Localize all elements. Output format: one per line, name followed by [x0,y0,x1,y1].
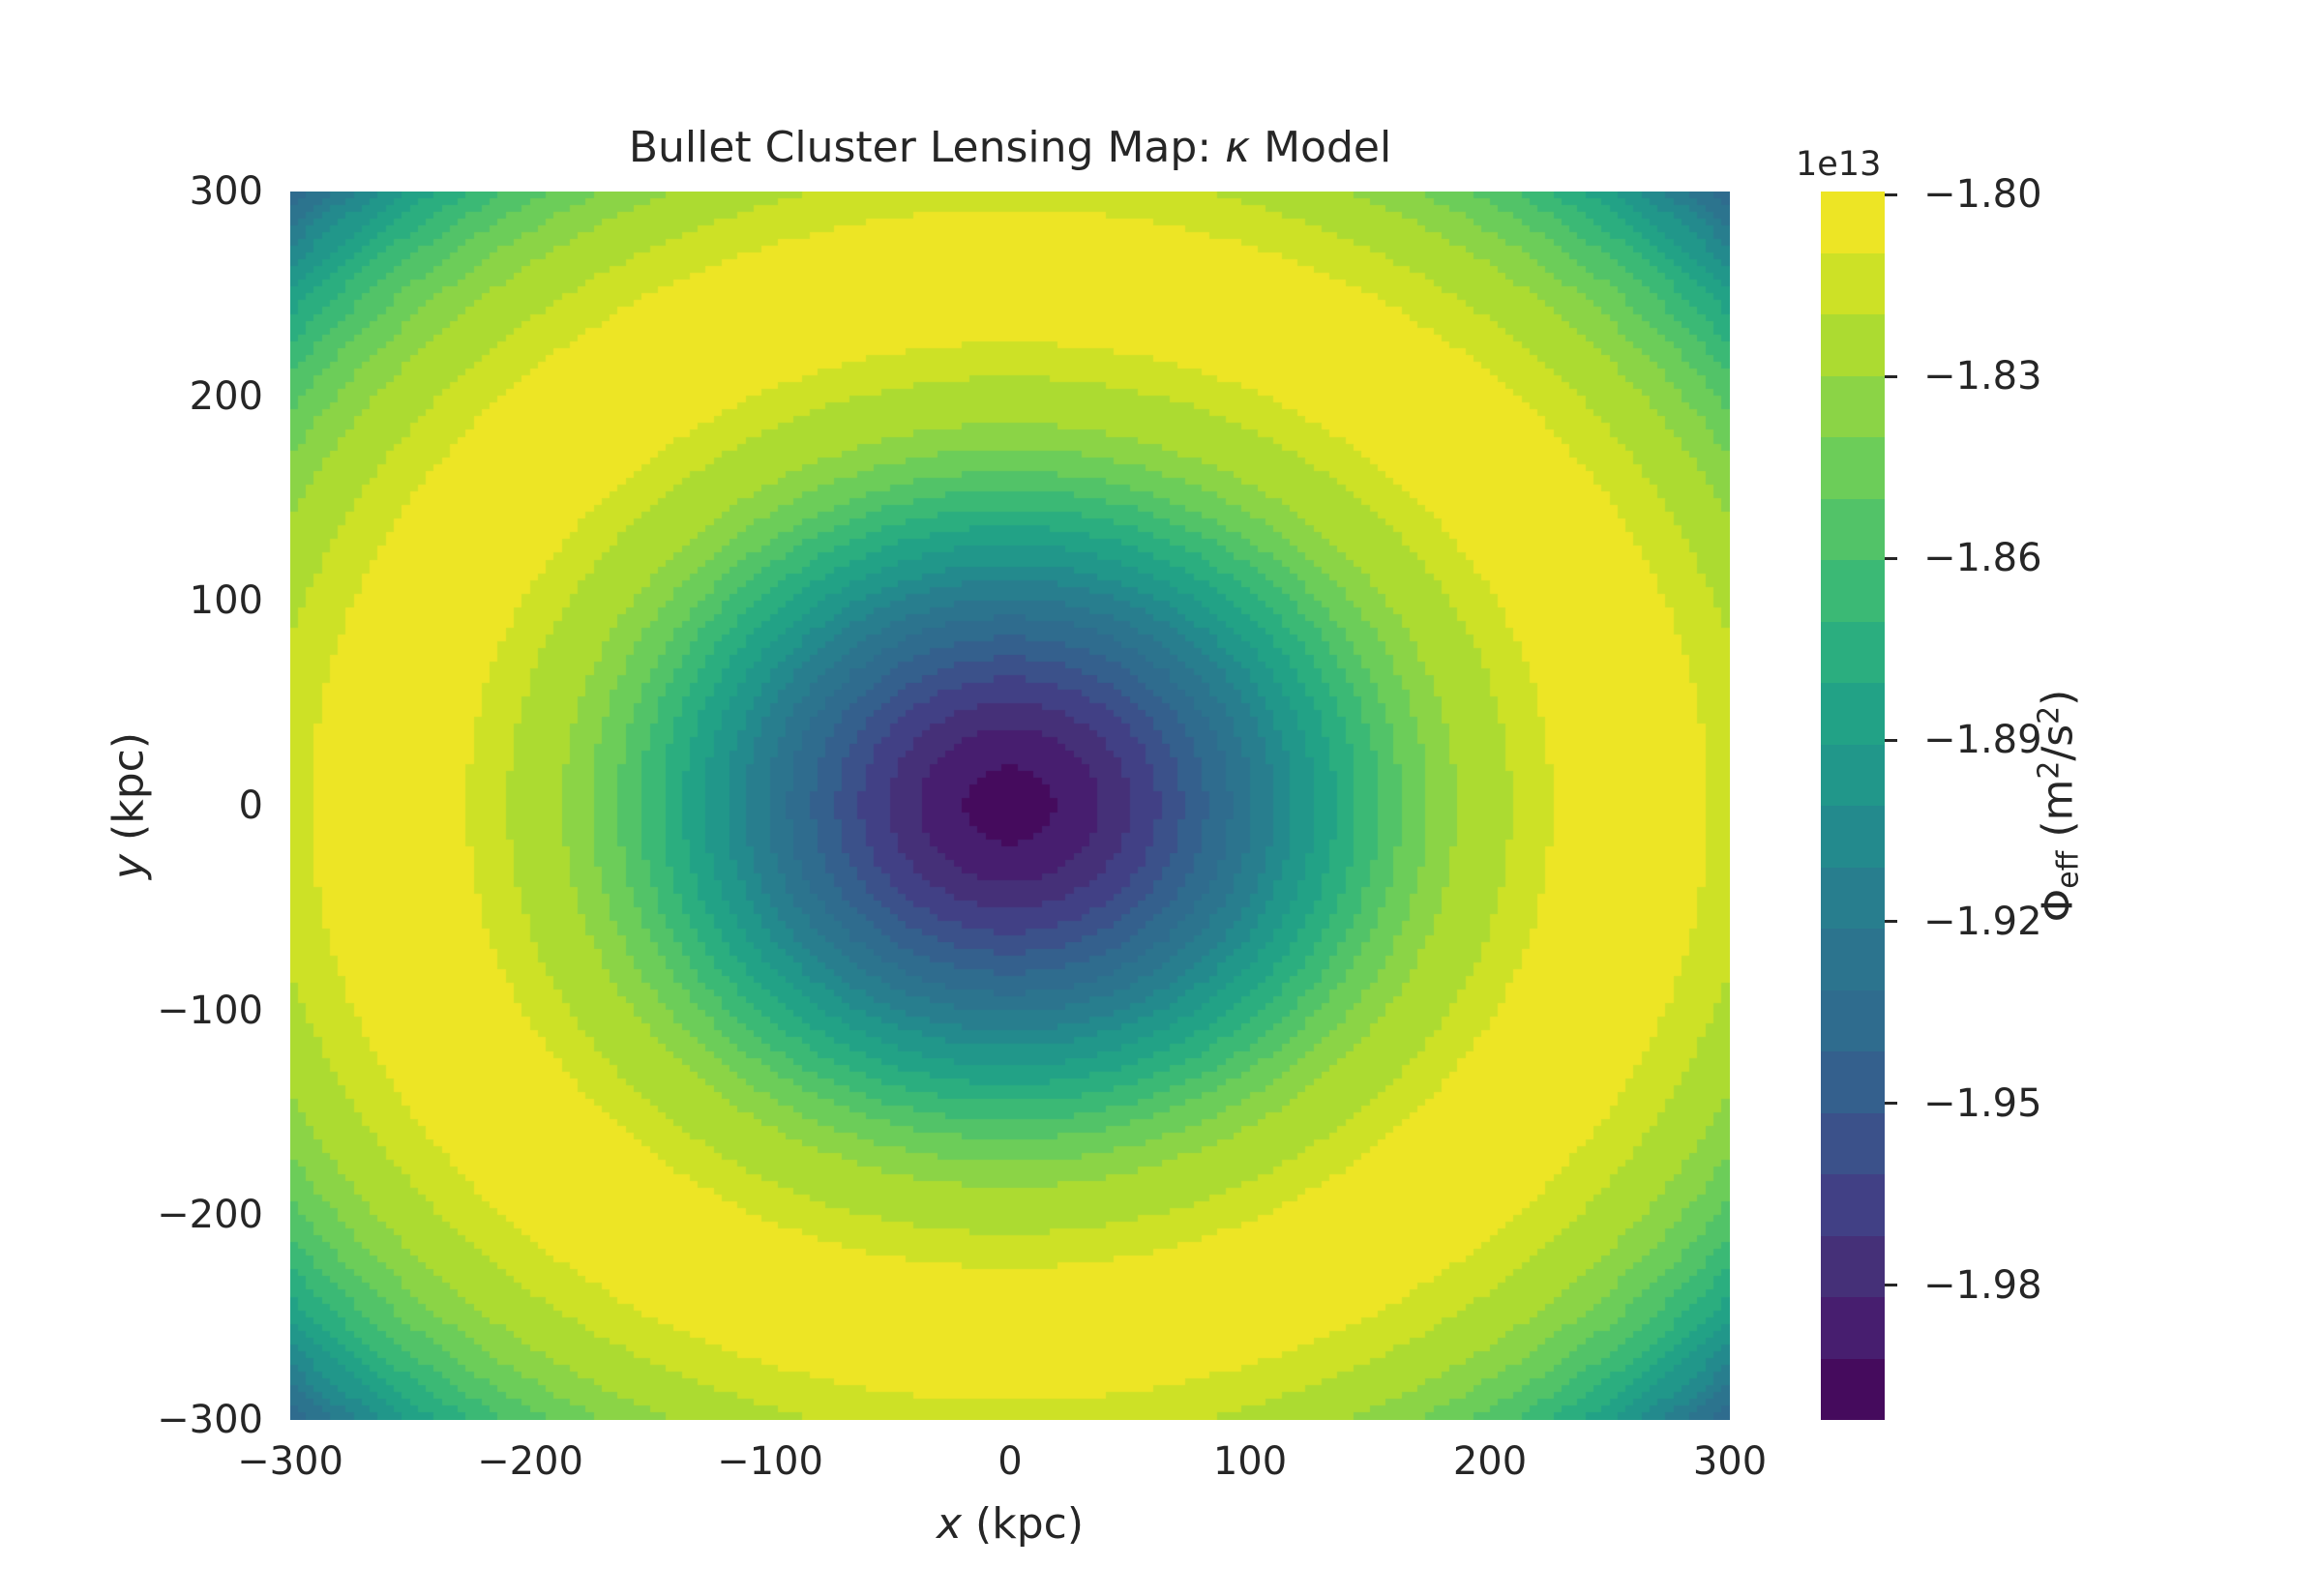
colorbar-segment [1821,560,1885,622]
colorbar-segment [1821,806,1885,868]
y-tick-label: −300 [157,1398,263,1442]
colorbar-segment [1821,929,1885,990]
text-part: 2 [2032,760,2067,780]
x-tick-label: −300 [237,1439,343,1484]
colorbar-label: Φeff (m2/s2) [2032,690,2085,923]
colorbar-segment [1821,683,1885,745]
x-tick-label: −200 [477,1439,583,1484]
colorbar-segment [1821,1297,1885,1359]
colorbar-segment [1821,375,1885,437]
y-axis-label: y (kpc) [104,732,154,879]
x-tick-label: 100 [1212,1439,1288,1484]
colorbar-tick-mark [1885,374,1897,378]
text-part: (m [2033,779,2083,851]
colorbar-tick-label: −1.95 [1923,1080,2042,1126]
colorbar-tick-mark [1885,738,1897,742]
y-tick-label: 300 [189,169,263,214]
text-part: (kpc) [104,732,154,854]
y-tick-label: 100 [189,578,263,624]
colorbar-segment [1821,744,1885,806]
colorbar-tick-label: −1.92 [1923,899,2042,944]
colorbar-segment [1821,437,1885,499]
colorbar-segment [1821,990,1885,1051]
text-part: ) [2033,689,2083,706]
text-part: Model [1250,123,1392,172]
colorbar-segment [1821,1051,1885,1113]
colorbar-tick-mark [1885,192,1897,196]
x-tick-label: 0 [997,1439,1023,1484]
text-part: Φ [2033,888,2083,923]
colorbar-segment [1821,314,1885,376]
contour-field-canvas [290,192,1730,1420]
colorbar-tick-mark [1885,1284,1897,1287]
colorbar [1821,192,1885,1420]
colorbar-segment [1821,252,1885,314]
text-part: 2 [2032,705,2067,724]
y-tick-label: 0 [238,783,263,828]
colorbar-segment [1821,867,1885,929]
text-part: κ [1225,123,1251,172]
x-tick-label: 300 [1692,1439,1768,1484]
y-tick-label: −100 [157,988,263,1033]
colorbar-tick-label: −1.80 [1923,172,2042,218]
colorbar-segment [1821,621,1885,683]
colorbar-tick-mark [1885,1102,1897,1106]
colorbar-segment [1821,1235,1885,1297]
text-part: y [104,853,154,879]
x-axis-label: x (kpc) [290,1499,1730,1549]
text-part: /s [2033,724,2083,761]
y-tick-label: 200 [189,373,263,419]
text-part: Bullet Cluster Lensing Map: [628,123,1226,172]
text-part: (kpc) [962,1499,1084,1549]
text-part: x [937,1499,963,1549]
colorbar-tick-mark [1885,556,1897,560]
colorbar-segment [1821,192,1885,253]
colorbar-segment [1821,498,1885,560]
colorbar-tick-label: −1.83 [1923,354,2042,399]
colorbar-segment [1821,1174,1885,1236]
x-tick-label: −100 [717,1439,823,1484]
colorbar-tick-mark [1885,920,1897,924]
colorbar-tick-label: −1.86 [1923,536,2042,581]
y-tick-label: −200 [157,1193,263,1238]
x-tick-label: 200 [1452,1439,1528,1484]
colorbar-tick-label: −1.89 [1923,718,2042,763]
colorbar-offset-label: 1e13 [1796,145,1882,184]
text-part: eff [2051,850,2086,889]
colorbar-tick-label: −1.98 [1923,1262,2042,1308]
colorbar-segment [1821,1112,1885,1174]
colorbar-segment [1821,1358,1885,1420]
plot-title: Bullet Cluster Lensing Map: κ Model [290,123,1730,173]
